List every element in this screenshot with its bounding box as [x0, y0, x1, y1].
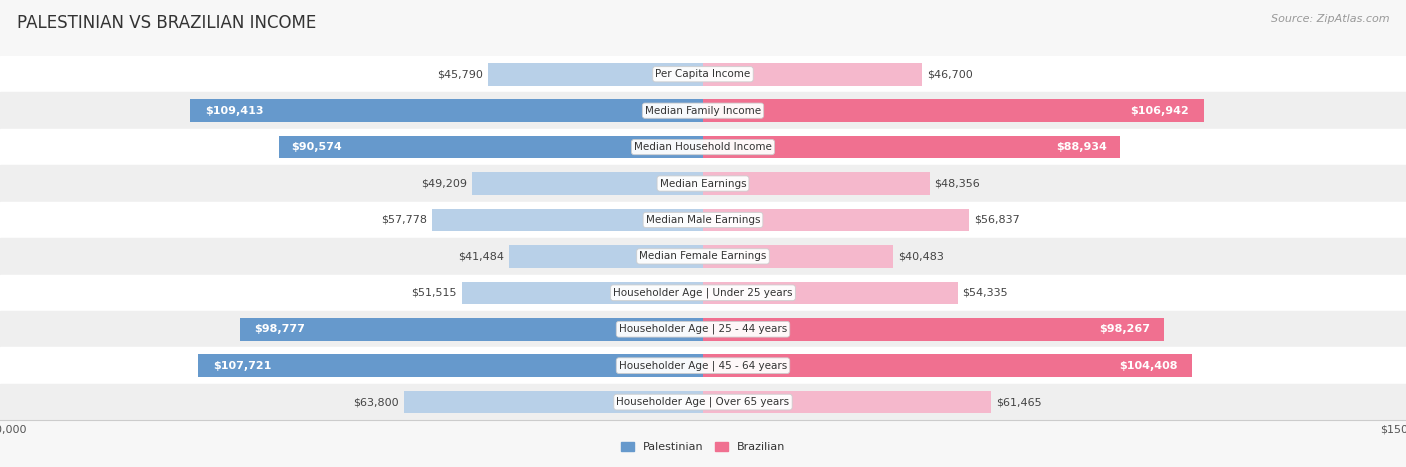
Bar: [0, 347, 1406, 384]
Text: $48,356: $48,356: [935, 178, 980, 189]
Bar: [703, 282, 957, 304]
Bar: [0, 202, 1406, 238]
Text: $51,515: $51,515: [411, 288, 457, 298]
Bar: [703, 318, 1164, 340]
Bar: [0, 311, 1406, 347]
Bar: [0, 238, 1406, 275]
Text: $109,413: $109,413: [205, 106, 264, 116]
Text: $90,574: $90,574: [291, 142, 342, 152]
Legend: Palestinian, Brazilian: Palestinian, Brazilian: [616, 438, 790, 457]
Text: $46,700: $46,700: [927, 69, 973, 79]
Text: Householder Age | 45 - 64 years: Householder Age | 45 - 64 years: [619, 361, 787, 371]
Bar: [0, 56, 1406, 92]
Bar: [404, 391, 703, 413]
Bar: [703, 391, 991, 413]
Text: Median Household Income: Median Household Income: [634, 142, 772, 152]
Text: $45,790: $45,790: [437, 69, 484, 79]
Text: PALESTINIAN VS BRAZILIAN INCOME: PALESTINIAN VS BRAZILIAN INCOME: [17, 14, 316, 32]
Text: $88,934: $88,934: [1056, 142, 1108, 152]
Text: $107,721: $107,721: [214, 361, 271, 371]
Bar: [240, 318, 703, 340]
Text: $106,942: $106,942: [1130, 106, 1189, 116]
Text: $61,465: $61,465: [995, 397, 1042, 407]
Text: Median Female Earnings: Median Female Earnings: [640, 251, 766, 262]
Bar: [703, 136, 1119, 158]
Text: $104,408: $104,408: [1119, 361, 1178, 371]
Text: Median Family Income: Median Family Income: [645, 106, 761, 116]
Bar: [461, 282, 703, 304]
Text: Median Earnings: Median Earnings: [659, 178, 747, 189]
Bar: [432, 209, 703, 231]
Text: $98,267: $98,267: [1098, 324, 1150, 334]
Bar: [509, 245, 703, 268]
Bar: [198, 354, 703, 377]
Text: $63,800: $63,800: [353, 397, 399, 407]
Text: Householder Age | 25 - 44 years: Householder Age | 25 - 44 years: [619, 324, 787, 334]
Text: Source: ZipAtlas.com: Source: ZipAtlas.com: [1271, 14, 1389, 24]
Bar: [703, 172, 929, 195]
Bar: [703, 354, 1192, 377]
Text: $57,778: $57,778: [381, 215, 427, 225]
Bar: [703, 209, 969, 231]
Text: $49,209: $49,209: [422, 178, 467, 189]
Text: Median Male Earnings: Median Male Earnings: [645, 215, 761, 225]
Bar: [0, 129, 1406, 165]
Text: $41,484: $41,484: [458, 251, 503, 262]
Bar: [278, 136, 703, 158]
Text: $98,777: $98,777: [254, 324, 305, 334]
Bar: [703, 99, 1204, 122]
Bar: [703, 63, 922, 85]
Bar: [0, 275, 1406, 311]
Bar: [472, 172, 703, 195]
Bar: [0, 384, 1406, 420]
Text: Householder Age | Over 65 years: Householder Age | Over 65 years: [616, 397, 790, 407]
Text: Per Capita Income: Per Capita Income: [655, 69, 751, 79]
Bar: [0, 165, 1406, 202]
Bar: [190, 99, 703, 122]
Bar: [488, 63, 703, 85]
Text: Householder Age | Under 25 years: Householder Age | Under 25 years: [613, 288, 793, 298]
Text: $40,483: $40,483: [897, 251, 943, 262]
Bar: [703, 245, 893, 268]
Bar: [0, 92, 1406, 129]
Text: $54,335: $54,335: [963, 288, 1008, 298]
Text: $56,837: $56,837: [974, 215, 1019, 225]
